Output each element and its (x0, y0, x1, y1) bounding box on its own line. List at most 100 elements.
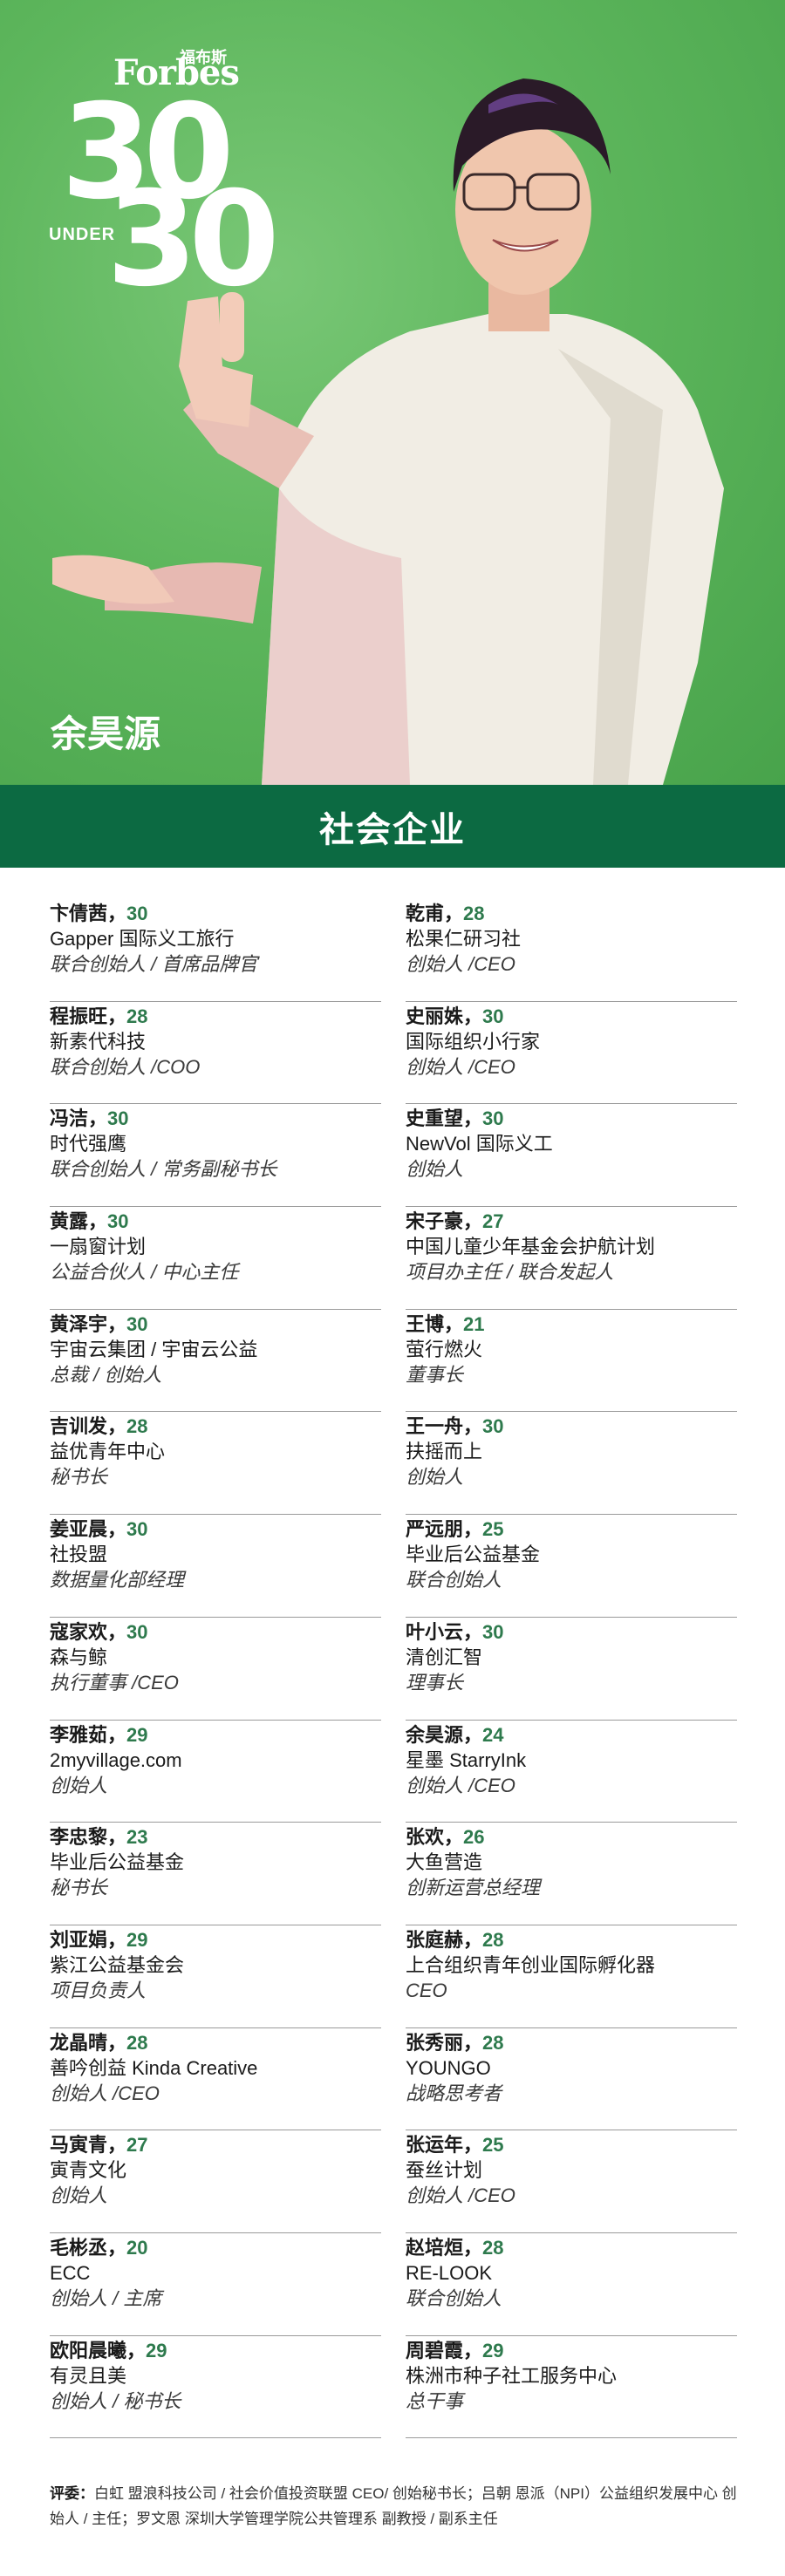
honoree-entry: 刘亚娟，29 紫江公益基金会 项目负责人 (50, 1925, 381, 2028)
honoree-name-line: 吉训发，28 (50, 1414, 381, 1439)
logo-under: UNDER (49, 225, 116, 244)
honoree-role: 总干事 (406, 2389, 464, 2412)
category-banner: 社会企业 (0, 785, 785, 868)
honoree-organization: 有灵且美 (50, 2364, 127, 2387)
honoree-role: 项目办主任 / 联合发起人 (406, 1261, 614, 1284)
honoree-name: 马寅青， (50, 2134, 127, 2157)
honoree-role: 联合创始人 (406, 2286, 502, 2309)
logo-number-bottom: 30 (106, 164, 280, 316)
honoree-name: 姜亚晨， (50, 1518, 127, 1541)
honoree-role: 数据量化部经理 (50, 1569, 185, 1591)
honoree-name-line: 刘亚娟，29 (50, 1927, 381, 1952)
honoree-role: 执行董事 /CEO (50, 1671, 179, 1693)
honoree-entry: 周碧霞，29 株洲市种子社工服务中心 总干事 (406, 2336, 737, 2439)
honoree-age: 28 (126, 2031, 148, 2054)
honoree-name: 张秀丽， (406, 2031, 483, 2054)
honoree-age: 29 (146, 2339, 167, 2361)
honoree-organization: 毕业后公益基金 (406, 1544, 541, 1566)
honoree-organization: 上合组织青年创业国际孵化器 (406, 1953, 656, 1976)
honoree-organization: 新素代科技 (50, 1030, 147, 1053)
honoree-age: 28 (482, 2236, 504, 2259)
honoree-name: 刘亚娟， (50, 1928, 127, 1951)
honoree-name-line: 周碧霞，29 (406, 2338, 737, 2363)
honoree-age: 30 (482, 1620, 504, 1643)
honoree-role: 董事长 (406, 1363, 464, 1386)
honoree-age: 30 (126, 1312, 148, 1335)
honoree-age: 28 (463, 903, 485, 924)
honoree-organization: 善吟创益 Kinda Creative (50, 2056, 258, 2079)
honoree-age: 30 (107, 1107, 129, 1130)
honoree-role: 秘书长 (50, 1466, 108, 1489)
honoree-name-line: 毛彬丞，20 (50, 2235, 381, 2260)
honoree-name-line: 黄露，30 (50, 1209, 381, 1234)
honoree-organization: 益优青年中心 (50, 1441, 166, 1463)
honoree-age: 29 (126, 1723, 148, 1746)
honoree-entry: 李忠黎，23 毕业后公益基金 秘书长 (50, 1823, 381, 1925)
portrait-photo (52, 78, 724, 785)
honoree-age: 23 (126, 1826, 148, 1849)
honoree-organization: 国际组织小行家 (406, 1030, 541, 1053)
logo-number-top: 30 (61, 77, 235, 228)
honoree-organization: 株洲市种子社工服务中心 (406, 2364, 618, 2387)
honoree-age: 28 (482, 2031, 504, 2054)
honoree-organization: Gapper 国际义工旅行 (50, 928, 235, 950)
honoree-organization: 萤行燃火 (406, 1338, 483, 1360)
honoree-name-line: 程振旺，28 (50, 1004, 381, 1029)
honoree-name: 乾甫， (406, 903, 464, 924)
honoree-age: 26 (463, 1826, 485, 1849)
honoree-age: 27 (126, 2134, 148, 2157)
honoree-list-left: 卞倩茜，30 Gapper 国际义工旅行联合创始人 / 首席品牌官程振旺，28 新素… (50, 899, 381, 2439)
honoree-name-line: 张运年，25 (406, 2132, 737, 2157)
honoree-age: 28 (126, 1005, 148, 1027)
honoree-entry: 姜亚晨，30 社投盟 数据量化部经理 (50, 1515, 381, 1618)
honoree-entry: 程振旺，28 新素代科技 联合创始人 /COO (50, 1002, 381, 1105)
hero-section: 福布斯 Forbes 30 UNDER 30 余昊源 (0, 0, 785, 785)
honoree-organization: 寅青文化 (50, 2159, 127, 2182)
honoree-name-line: 王一舟，30 (406, 1414, 737, 1439)
honoree-name: 余昊源， (406, 1723, 483, 1746)
honoree-role: 创始人 (406, 1158, 464, 1181)
honoree-entry: 毛彬丞，20 ECC 创始人 / 主席 (50, 2233, 381, 2336)
honoree-entry: 龙晶晴，28 善吟创益 Kinda Creative 创始人 /CEO (50, 2028, 381, 2131)
honoree-name: 张运年， (406, 2134, 483, 2157)
honoree-name: 史丽姝， (406, 1005, 483, 1027)
honoree-name: 李雅茹， (50, 1723, 127, 1746)
honoree-entry: 叶小云，30 清创汇智 理事长 (406, 1618, 737, 1721)
honoree-organization: 蚕丝计划 (406, 2159, 483, 2182)
honoree-organization: 毕业后公益基金 (50, 1851, 185, 1874)
honoree-name-line: 赵培烜，28 (406, 2235, 737, 2260)
honoree-role: 战略思考者 (406, 2082, 502, 2104)
honoree-name-line: 宋子豪，27 (406, 1209, 737, 1234)
honoree-organization: 中国儿童少年基金会护航计划 (406, 1236, 656, 1258)
honoree-name-line: 欧阳晨曦，29 (50, 2338, 381, 2363)
honoree-name: 王一舟， (406, 1415, 483, 1438)
honoree-list-right: 乾甫，28 松果仁研习社 创始人 /CEO 史丽姝，30 国际组织小行家 创始人 /CEO… (406, 899, 737, 2439)
honoree-name-line: 张庭赫，28 (406, 1927, 737, 1952)
honoree-name-line: 乾甫，28 (406, 901, 737, 926)
honoree-organization: 大鱼营造 (406, 1851, 483, 1874)
honoree-entry: 张运年，25 蚕丝计划 创始人 /CEO (406, 2130, 737, 2233)
honoree-role: 联合创始人 / 首席品牌官 (50, 953, 258, 975)
honoree-name: 王博， (406, 1312, 464, 1335)
honoree-name: 毛彬丞， (50, 2236, 127, 2259)
honoree-name: 冯洁， (50, 1107, 108, 1130)
honoree-role: 理事长 (406, 1671, 464, 1693)
honoree-entry: 黄泽宇，30 宇宙云集团 / 宇宙云公益 总裁 / 创始人 (50, 1310, 381, 1413)
honoree-organization: 星墨 StarryInk (406, 1748, 527, 1771)
honoree-entry: 王博，21 萤行燃火 董事长 (406, 1310, 737, 1413)
honoree-name: 寇家欢， (50, 1620, 127, 1643)
honoree-age: 28 (482, 1928, 504, 1951)
honoree-name: 黄露， (50, 1210, 108, 1233)
honoree-entry: 王一舟，30 扶摇而上 创始人 (406, 1412, 737, 1516)
honoree-role: 创始人 /CEO (50, 2082, 160, 2104)
honoree-role: 创始人 / 主席 (50, 2286, 162, 2309)
honoree-role: 联合创始人 /COO (50, 1055, 201, 1078)
honoree-entry: 余昊源，24 星墨 StarryInk 创始人 /CEO (406, 1721, 737, 1823)
honoree-entry: 李雅茹，29 2myvillage.com 创始人 (50, 1721, 381, 1823)
honoree-age: 27 (482, 1210, 504, 1233)
honoree-age: 30 (107, 1210, 129, 1233)
honoree-age: 25 (482, 2134, 504, 2157)
honoree-name-line: 余昊源，24 (406, 1722, 737, 1748)
honoree-name-line: 姜亚晨，30 (50, 1516, 381, 1542)
honoree-name-line: 卞倩茜，30 (50, 901, 381, 926)
